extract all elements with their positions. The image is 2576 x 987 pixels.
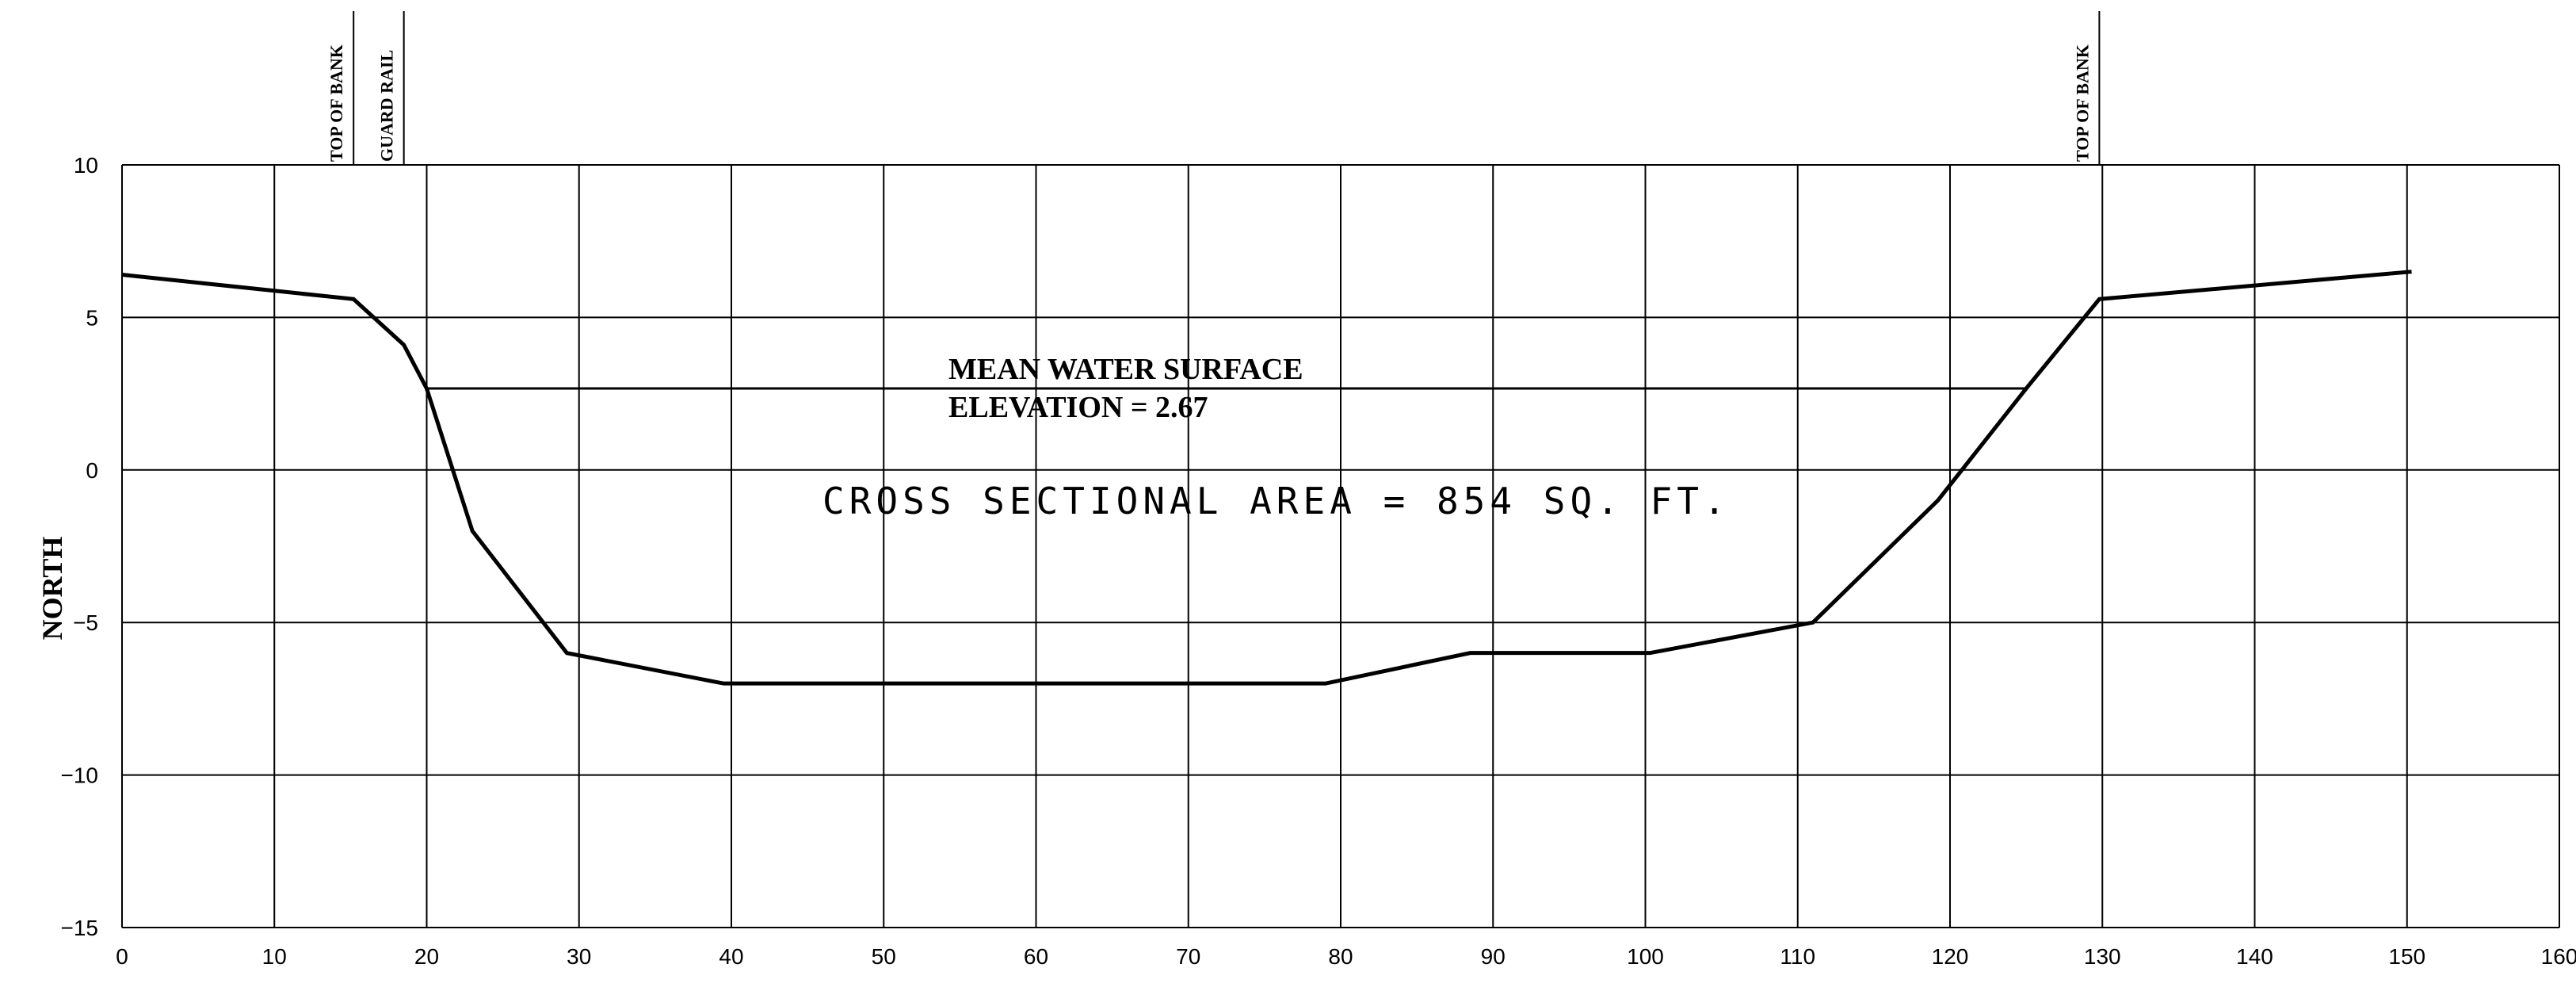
y-tick-label: −10 bbox=[61, 763, 99, 788]
y-axis-ticks: 10 5 0 −5 −10 −15 bbox=[61, 153, 99, 940]
water-surface-label-line2: ELEVATION = 2.67 bbox=[948, 391, 1208, 424]
x-tick-label: 80 bbox=[1328, 944, 1353, 969]
y-tick-label: 0 bbox=[86, 458, 98, 483]
y-tick-label: −5 bbox=[73, 610, 98, 635]
x-tick-label: 20 bbox=[414, 944, 439, 969]
y-tick-label: 10 bbox=[74, 153, 98, 178]
x-axis-ticks: 0 10 20 30 40 50 60 70 80 90 100 110 120 130 140 150 160 bbox=[116, 944, 2576, 969]
x-tick-label: 50 bbox=[872, 944, 896, 969]
y-tick-label: 5 bbox=[86, 305, 98, 330]
x-tick-label: 150 bbox=[2388, 944, 2425, 969]
bank-markers: TOP OF BANK GUARD RAIL TOP OF BANK bbox=[326, 11, 2101, 165]
x-tick-label: 40 bbox=[719, 944, 743, 969]
y-tick-label: −15 bbox=[61, 916, 99, 940]
marker-label: TOP OF BANK bbox=[2072, 44, 2092, 162]
marker-label: TOP OF BANK bbox=[326, 44, 346, 162]
y-axis-label: NORTH bbox=[36, 537, 68, 641]
x-tick-label: 10 bbox=[262, 944, 287, 969]
grid bbox=[121, 164, 2560, 928]
x-tick-label: 60 bbox=[1024, 944, 1048, 969]
x-tick-label: 130 bbox=[2084, 944, 2121, 969]
x-tick-label: 120 bbox=[1932, 944, 1969, 969]
water-surface-label-line1: MEAN WATER SURFACE bbox=[948, 353, 1303, 386]
marker-label: GUARD RAIL bbox=[377, 50, 397, 162]
x-tick-label: 0 bbox=[116, 944, 128, 969]
cross-sectional-area-label: CROSS SECTIONAL AREA = 854 SQ. FT. bbox=[822, 480, 1731, 522]
x-tick-label: 160 bbox=[2541, 944, 2576, 969]
x-tick-label: 30 bbox=[567, 944, 591, 969]
x-tick-label: 70 bbox=[1176, 944, 1200, 969]
x-tick-label: 140 bbox=[2236, 944, 2273, 969]
channel-profile-line bbox=[121, 270, 2412, 686]
x-tick-label: 90 bbox=[1481, 944, 1506, 969]
x-tick-label: 100 bbox=[1627, 944, 1664, 969]
x-tick-label: 110 bbox=[1780, 944, 1815, 969]
